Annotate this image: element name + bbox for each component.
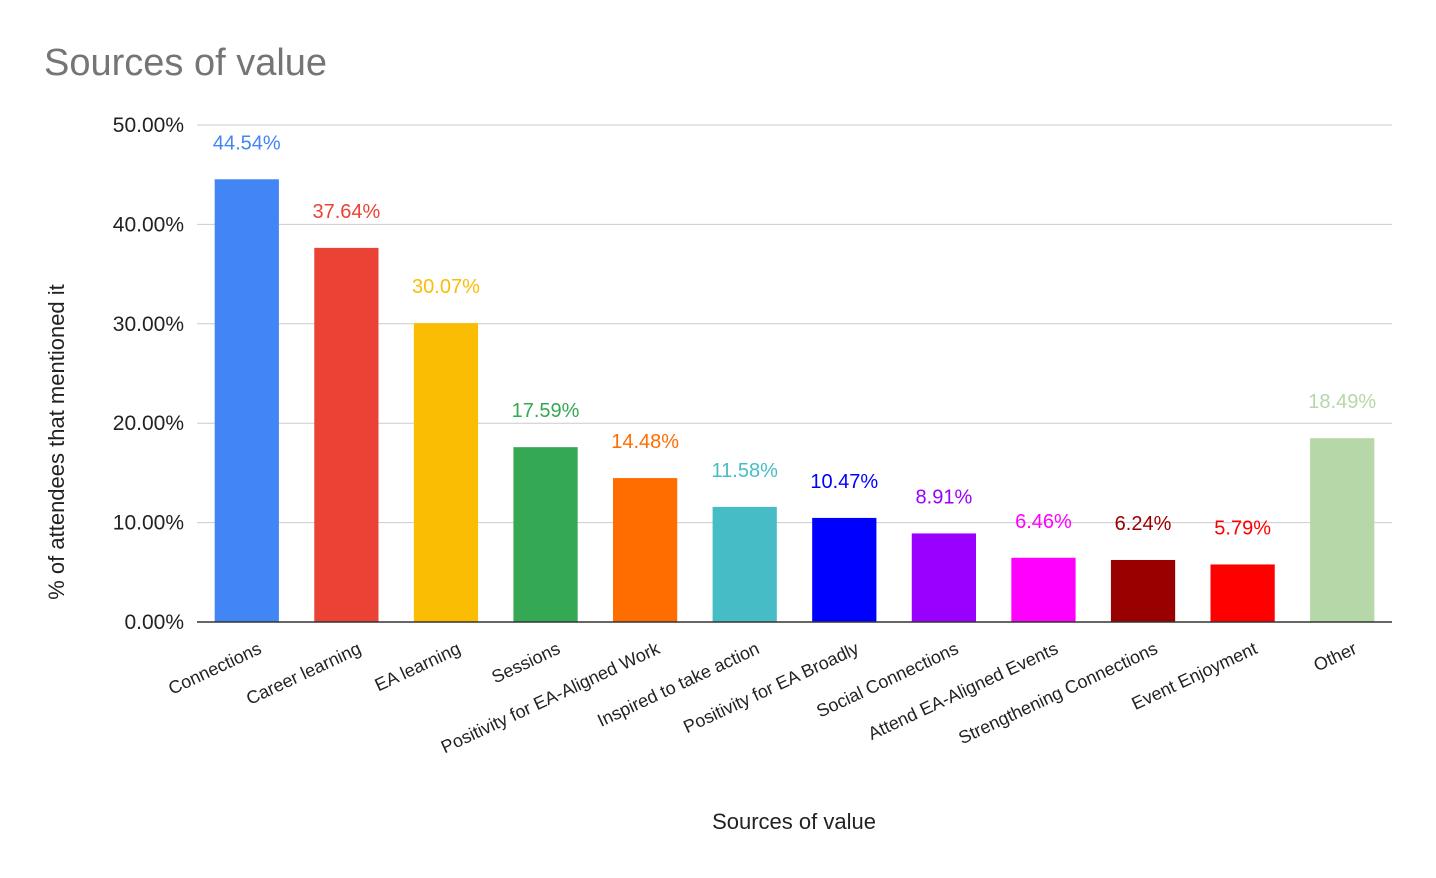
y-tick-label: 40.00%	[113, 213, 184, 236]
data-label: 14.48%	[611, 431, 679, 453]
data-label: 8.91%	[916, 486, 973, 508]
data-label: 30.07%	[412, 276, 480, 298]
bar	[712, 506, 777, 622]
bar	[1011, 557, 1076, 622]
data-label: 11.58%	[712, 460, 779, 482]
bar	[214, 179, 279, 622]
data-label: 6.24%	[1115, 513, 1172, 535]
data-label: 17.59%	[512, 400, 580, 422]
y-tick-label: 0.00%	[124, 611, 184, 634]
bar	[314, 247, 379, 622]
x-tick-label: Positivity for EA Broadly	[680, 638, 862, 737]
x-tick-label: Career learning	[243, 638, 364, 709]
y-tick-label: 10.00%	[113, 512, 184, 535]
bar	[513, 447, 578, 622]
chart-title: Sources of value	[44, 42, 327, 84]
data-label: 18.49%	[1308, 391, 1376, 413]
gridlines	[197, 124, 1392, 524]
bars	[214, 179, 1375, 622]
data-labels: 44.54% 37.64% 30.07% 17.59% 14.48% 11.58% 10.4…	[213, 132, 1376, 539]
bar	[1110, 559, 1176, 622]
y-tick-label: 30.00%	[113, 313, 184, 336]
bar	[812, 517, 877, 622]
data-label: 6.46%	[1015, 511, 1072, 533]
data-label: 44.54%	[213, 132, 281, 154]
y-tick-label: 50.00%	[113, 114, 184, 137]
data-label: 10.47%	[810, 471, 878, 493]
bar	[1310, 438, 1375, 622]
bar	[613, 478, 678, 622]
bar	[413, 323, 479, 622]
x-axis-label: Sources of value	[712, 809, 876, 834]
y-tick-label: 20.00%	[113, 412, 184, 435]
bar	[911, 533, 976, 622]
y-axis-label: % of attendees that mentioned it	[44, 284, 69, 600]
bar	[1210, 564, 1275, 622]
x-tick-label: Inspired to take action	[594, 638, 762, 731]
x-tick-label: Other	[1311, 638, 1360, 675]
y-axis-ticks: 0.00% 10.00% 20.00% 30.00% 40.00% 50.00%	[113, 114, 184, 634]
x-tick-label: EA learning	[372, 638, 464, 695]
x-tick-label: Sessions	[488, 638, 563, 687]
data-label: 37.64%	[312, 201, 380, 223]
data-label: 5.79%	[1214, 517, 1271, 539]
